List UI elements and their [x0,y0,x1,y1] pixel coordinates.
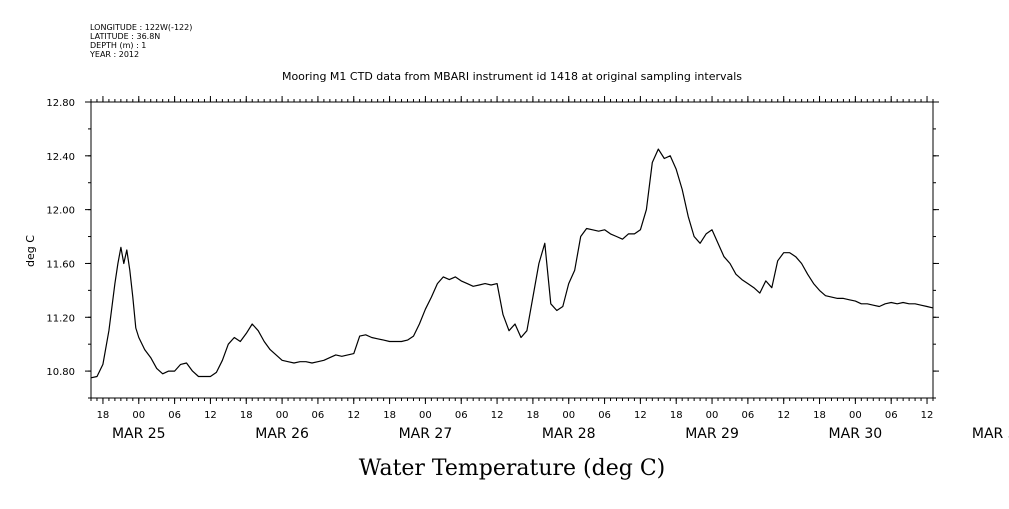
x-hour-tick-label: 06 [455,410,468,421]
x-hour-tick-label: 00 [706,410,719,421]
x-hour-tick-label: 18 [97,410,110,421]
x-hour-tick-label: 06 [885,410,898,421]
x-hour-tick-label: 18 [527,410,540,421]
temperature-series-line [90,148,934,379]
y-tick-label: 10.80 [46,367,75,378]
y-axis-label: deg C [24,235,37,267]
x-hour-tick-label: 18 [240,410,253,421]
x-axis-title: Water Temperature (deg C) [359,456,666,481]
x-hour-tick-label: 12 [634,410,647,421]
x-day-label: MAR 28 [542,426,596,442]
meta-longitude: LONGITUDE : 122W(-122) [90,23,192,32]
x-hour-tick-label: 12 [777,410,790,421]
x-day-label: MAR 31 [972,426,1009,442]
y-tick-label: 12.80 [46,98,75,109]
x-hour-tick-label: 12 [491,410,504,421]
x-day-label: MAR 26 [255,426,309,442]
y-tick-label: 11.20 [46,313,75,324]
meta-year: YEAR : 2012 [89,50,139,59]
y-tick-label: 12.40 [46,152,75,163]
x-hour-tick-label: 18 [670,410,683,421]
x-hour-tick-label: 12 [204,410,217,421]
x-hour-tick-label: 00 [562,410,575,421]
x-hour-tick-label: 18 [383,410,396,421]
x-day-label: MAR 27 [399,426,453,442]
meta-depth: DEPTH (m) : 1 [90,41,146,50]
x-hour-tick-label: 00 [132,410,145,421]
x-hour-tick-label: 00 [276,410,289,421]
x-hour-tick-label: 06 [168,410,181,421]
x-hour-tick-label: 00 [849,410,862,421]
meta-latitude: LATITUDE : 36.8N [90,32,160,41]
x-hour-tick-label: 12 [921,410,934,421]
x-day-label: MAR 29 [685,426,739,442]
x-hour-tick-label: 06 [742,410,755,421]
chart-title: Mooring M1 CTD data from MBARI instrumen… [282,70,742,83]
y-tick-label: 12.00 [46,206,75,217]
x-hour-tick-label: 00 [419,410,432,421]
x-day-label: MAR 25 [112,426,166,442]
x-hour-tick-label: 06 [598,410,611,421]
plot-frame [90,101,934,399]
x-hour-tick-label: 06 [312,410,325,421]
y-tick-label: 11.60 [46,259,75,270]
x-day-label: MAR 30 [829,426,883,442]
x-hour-tick-label: 18 [813,410,826,421]
x-hour-tick-label: 12 [347,410,360,421]
